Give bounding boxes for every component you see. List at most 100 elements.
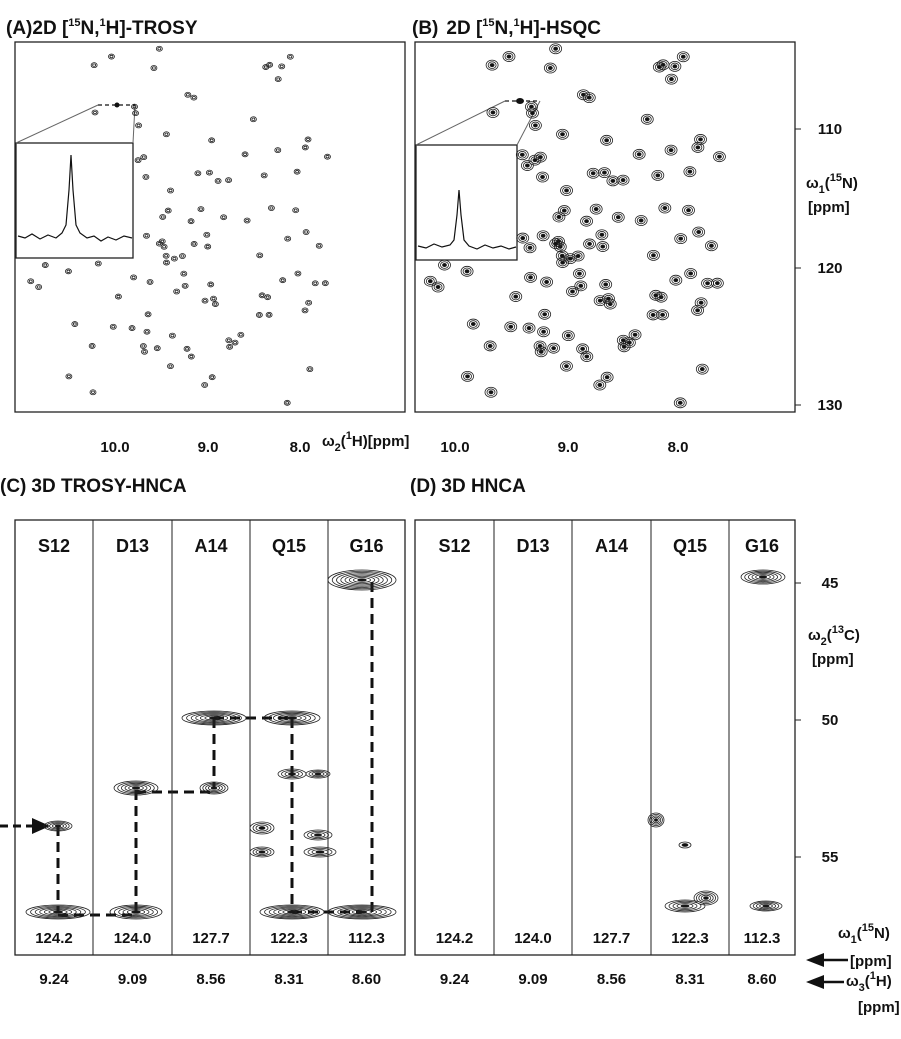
contour (542, 278, 552, 286)
contour (715, 152, 724, 161)
peak (131, 103, 138, 110)
contour (168, 332, 176, 339)
peak (593, 295, 607, 307)
contour (305, 299, 313, 306)
contour (66, 374, 71, 379)
contour (251, 117, 256, 121)
contour (252, 823, 272, 833)
peak (255, 312, 263, 318)
contour (148, 280, 152, 284)
contour (526, 107, 539, 119)
contour (226, 178, 231, 182)
contour (109, 323, 117, 330)
label-part: C) (844, 627, 860, 644)
contour (700, 894, 712, 902)
contour (226, 338, 231, 342)
panel-d-frame (414, 519, 796, 956)
residue-label: D13 (516, 536, 549, 556)
contour (574, 280, 588, 292)
contour (554, 237, 563, 246)
contour (460, 265, 474, 277)
contour (258, 850, 266, 854)
contour (189, 354, 194, 359)
contour (190, 712, 238, 724)
contour (66, 269, 71, 273)
contour (523, 242, 537, 254)
contour (226, 343, 234, 350)
contour (144, 234, 149, 238)
contour (524, 163, 530, 168)
contour (233, 340, 237, 345)
peak (324, 153, 331, 160)
contour (506, 323, 516, 331)
contour (547, 65, 553, 71)
inset-connector (15, 104, 99, 144)
y-tick-label: 45 (822, 575, 839, 592)
contour (466, 318, 480, 330)
contour (143, 232, 150, 239)
contour (620, 338, 626, 343)
contour (634, 150, 644, 159)
h1-shift: 9.09 (518, 971, 547, 988)
peak (484, 386, 498, 398)
contour (669, 274, 683, 286)
contour (65, 373, 73, 380)
contour (306, 301, 311, 305)
contour (164, 260, 169, 265)
peak (108, 53, 115, 60)
contour (650, 312, 656, 318)
contour (556, 214, 562, 220)
peak (676, 51, 690, 63)
contour (653, 293, 659, 298)
y-tick-label: 130 (817, 397, 842, 414)
h1-shift: 9.09 (118, 971, 147, 988)
contour (190, 94, 198, 101)
residue-label: A14 (194, 536, 227, 556)
contour (303, 145, 308, 150)
contour (762, 904, 770, 908)
n15-shift: 127.7 (192, 930, 230, 947)
peak (143, 232, 150, 239)
contour (342, 907, 382, 917)
pointer-arrow (32, 818, 50, 834)
contour (511, 292, 521, 301)
contour (703, 896, 709, 900)
peak (25, 904, 91, 920)
peak (301, 307, 309, 314)
title-part: 2D [ (446, 18, 483, 39)
contour (678, 52, 688, 61)
peak (187, 218, 195, 225)
x-tick-label: 10.0 (440, 439, 469, 456)
panel-label: (C) (0, 476, 26, 497)
peak (109, 904, 163, 920)
peak (220, 214, 228, 221)
peak (155, 45, 163, 52)
contour (561, 330, 575, 342)
peak (580, 215, 593, 227)
contour (155, 346, 160, 350)
peak (461, 371, 474, 382)
contour (357, 578, 367, 582)
contour (696, 229, 702, 235)
contour (267, 313, 271, 317)
contour (649, 289, 663, 301)
contour (465, 374, 470, 379)
peak (640, 113, 654, 125)
contour (180, 270, 188, 277)
panel-b-title: (B) 2D [15N,1H]-HSQC (412, 17, 601, 39)
title-sup: 15 (482, 17, 494, 29)
contour (306, 137, 310, 142)
contour (52, 823, 65, 829)
peak (292, 207, 300, 214)
peak (278, 63, 286, 70)
contour (277, 714, 307, 722)
x-tick-label: 9.0 (198, 439, 219, 456)
peak (231, 339, 239, 346)
contour (170, 255, 178, 262)
contour (526, 326, 532, 331)
contour (264, 294, 272, 301)
contour (613, 213, 623, 221)
contour (201, 297, 209, 304)
contour (563, 331, 573, 340)
peak (27, 278, 35, 285)
